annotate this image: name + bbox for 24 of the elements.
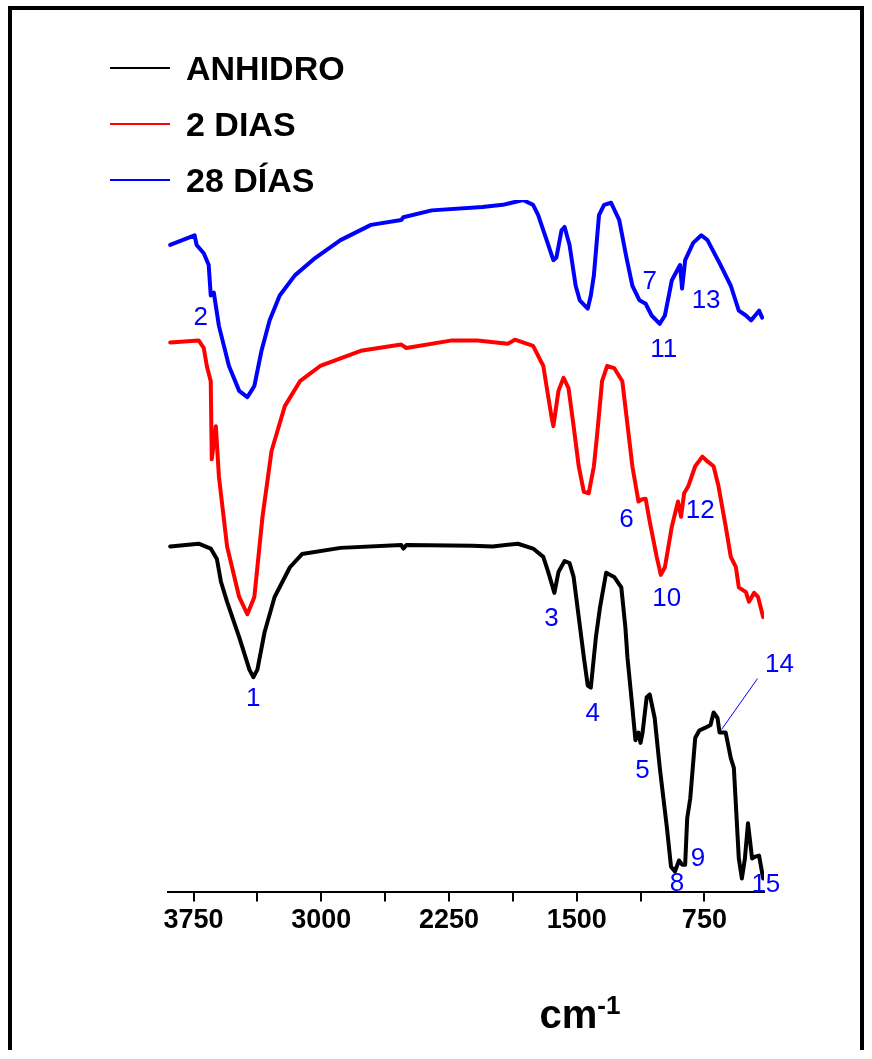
legend-label: ANHIDRO <box>186 48 345 88</box>
x-axis-title: cm$^{-1}$ <box>538 990 622 1038</box>
annotation: 10 <box>652 582 682 613</box>
x-tick-label: 1500 <box>546 904 607 935</box>
annotation: 8 <box>669 866 685 897</box>
annotation: 12 <box>685 494 715 525</box>
x-tick-label: 3750 <box>163 904 224 935</box>
x-tick-label: 3000 <box>291 904 352 935</box>
annotation: 15 <box>751 867 781 898</box>
annotation: 5 <box>635 754 650 785</box>
annotation: 2 <box>193 300 208 331</box>
x-tick-label: 2250 <box>418 904 480 935</box>
annotation: 14 <box>765 647 795 678</box>
annotation: 7 <box>642 264 657 295</box>
legend-label: 28 DÍAS <box>186 160 315 200</box>
annotation: 9 <box>690 841 706 872</box>
annotation: 4 <box>585 696 601 727</box>
annotation: 3 <box>544 602 559 632</box>
annotation: 13 <box>691 283 721 314</box>
annotation: 1 <box>246 682 261 713</box>
x-tick-label: 750 <box>681 904 727 935</box>
legend-label: 2 DIAS <box>186 104 296 144</box>
annotation: 6 <box>619 502 634 533</box>
annotation: 11 <box>650 332 678 363</box>
